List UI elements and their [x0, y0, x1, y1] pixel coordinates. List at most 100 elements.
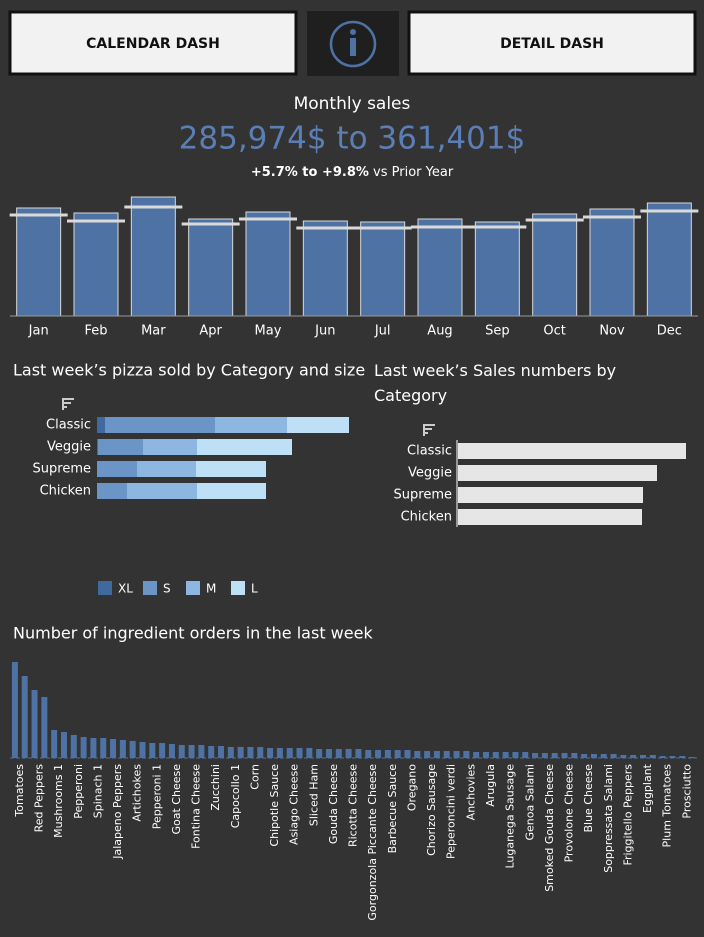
x-tick-label: Soppressata Salami	[602, 764, 615, 873]
button-box[interactable]	[407, 10, 697, 76]
bar	[198, 745, 205, 758]
bar	[384, 750, 391, 758]
bar	[600, 754, 607, 758]
kpi-change-value: +5.7% to +9.8%	[251, 165, 369, 180]
x-tick-label: Genoa Salami	[523, 764, 536, 841]
button-box[interactable]	[8, 10, 298, 76]
y-tick-label: Chicken	[40, 484, 91, 499]
reference-line	[583, 215, 641, 219]
bar	[394, 750, 401, 758]
bar	[590, 754, 597, 758]
bar	[90, 738, 97, 758]
bar	[168, 744, 175, 758]
bar	[433, 751, 440, 758]
bar	[532, 213, 578, 317]
reference-line	[9, 213, 68, 217]
calendar-button[interactable]: CALENDAR DASH	[8, 10, 298, 76]
legend-label: M	[206, 582, 216, 596]
x-tick-label: Dec	[657, 324, 682, 339]
bar	[482, 752, 489, 758]
x-tick-label: Barbecue Sauce	[386, 764, 399, 854]
y-tick-label: Veggie	[408, 466, 452, 481]
chart-title-line: Category	[374, 386, 447, 405]
bar-segment	[97, 461, 137, 477]
bar	[306, 748, 313, 758]
x-tick-label: Gouda Cheese	[327, 764, 340, 844]
reference-line	[67, 219, 125, 223]
bar	[130, 196, 176, 317]
bar	[649, 755, 656, 758]
bar	[541, 753, 548, 758]
legend-swatch	[231, 581, 245, 595]
bar	[458, 465, 657, 481]
y-tick-label: Supreme	[33, 462, 91, 477]
x-tick-label: Fontina Cheese	[190, 764, 203, 849]
bar	[257, 747, 264, 758]
reference-line	[296, 226, 355, 230]
bar-segment	[197, 483, 266, 499]
bar-segment	[197, 439, 292, 455]
bar-segment	[137, 461, 196, 477]
x-tick-label: Oregano	[405, 764, 418, 811]
bar	[11, 662, 18, 758]
kpi-change-suffix: vs Prior Year	[373, 165, 454, 180]
x-tick-label: Pepperoni	[72, 764, 85, 819]
bar	[551, 753, 558, 758]
chart-title-line: Last week’s Sales numbers by	[374, 361, 621, 380]
info-stem[interactable]	[350, 38, 356, 56]
detail-button[interactable]: DETAIL DASH	[407, 10, 697, 76]
x-tick-label: Asiago Cheese	[288, 764, 301, 845]
legend-swatch	[98, 581, 112, 595]
bar	[424, 751, 431, 758]
bar	[610, 754, 617, 758]
bar	[404, 750, 411, 758]
kpi-value: 285,974$ to 361,401$	[179, 121, 526, 157]
info-button[interactable]	[307, 11, 399, 76]
x-tick-label: Nov	[599, 324, 625, 339]
legend-label: XL	[118, 582, 133, 596]
bar	[375, 750, 382, 758]
bar	[302, 220, 348, 317]
bar	[589, 208, 635, 317]
x-tick-label: Provolone Cheese	[563, 764, 576, 863]
legend-swatch	[143, 581, 157, 595]
bar	[659, 756, 666, 758]
chart-title: Last week’s pizza sold by Category and s…	[13, 361, 365, 380]
bar	[60, 732, 67, 758]
bar	[414, 751, 421, 758]
bar	[16, 207, 62, 317]
button-label[interactable]: DETAIL DASH	[500, 36, 604, 52]
bar	[286, 748, 293, 758]
bar	[473, 752, 480, 758]
bar	[51, 730, 58, 758]
x-tick-label: Sep	[485, 324, 510, 339]
reference-line	[239, 217, 297, 221]
bar-segment	[97, 483, 127, 499]
bar	[669, 756, 676, 758]
legend-label: S	[163, 582, 171, 596]
info-dot[interactable]	[350, 29, 356, 35]
bar	[571, 753, 578, 758]
x-tick-label: Friggitello Peppers	[621, 764, 634, 866]
bar	[630, 755, 637, 758]
x-tick-label: Smoked Gouda Cheese	[543, 764, 556, 892]
bar	[100, 738, 107, 758]
bar	[110, 739, 117, 758]
kpi-change: +5.7% to +9.8% vs Prior Year	[251, 165, 454, 180]
reference-line	[640, 209, 699, 213]
x-tick-label: Apr	[199, 324, 222, 339]
bar	[80, 737, 87, 758]
y-tick-label: Supreme	[394, 488, 452, 503]
bar	[502, 752, 509, 758]
sort-icon	[62, 398, 74, 410]
bar	[443, 751, 450, 758]
bar-segment	[105, 417, 215, 433]
bar	[237, 747, 244, 758]
x-tick-label: Jun	[314, 324, 335, 339]
button-label[interactable]: CALENDAR DASH	[86, 36, 220, 52]
x-tick-label: May	[255, 324, 282, 339]
reference-line	[124, 205, 183, 209]
info-icon[interactable]	[329, 20, 377, 68]
bar-segment	[196, 461, 266, 477]
reference-line	[411, 225, 469, 229]
